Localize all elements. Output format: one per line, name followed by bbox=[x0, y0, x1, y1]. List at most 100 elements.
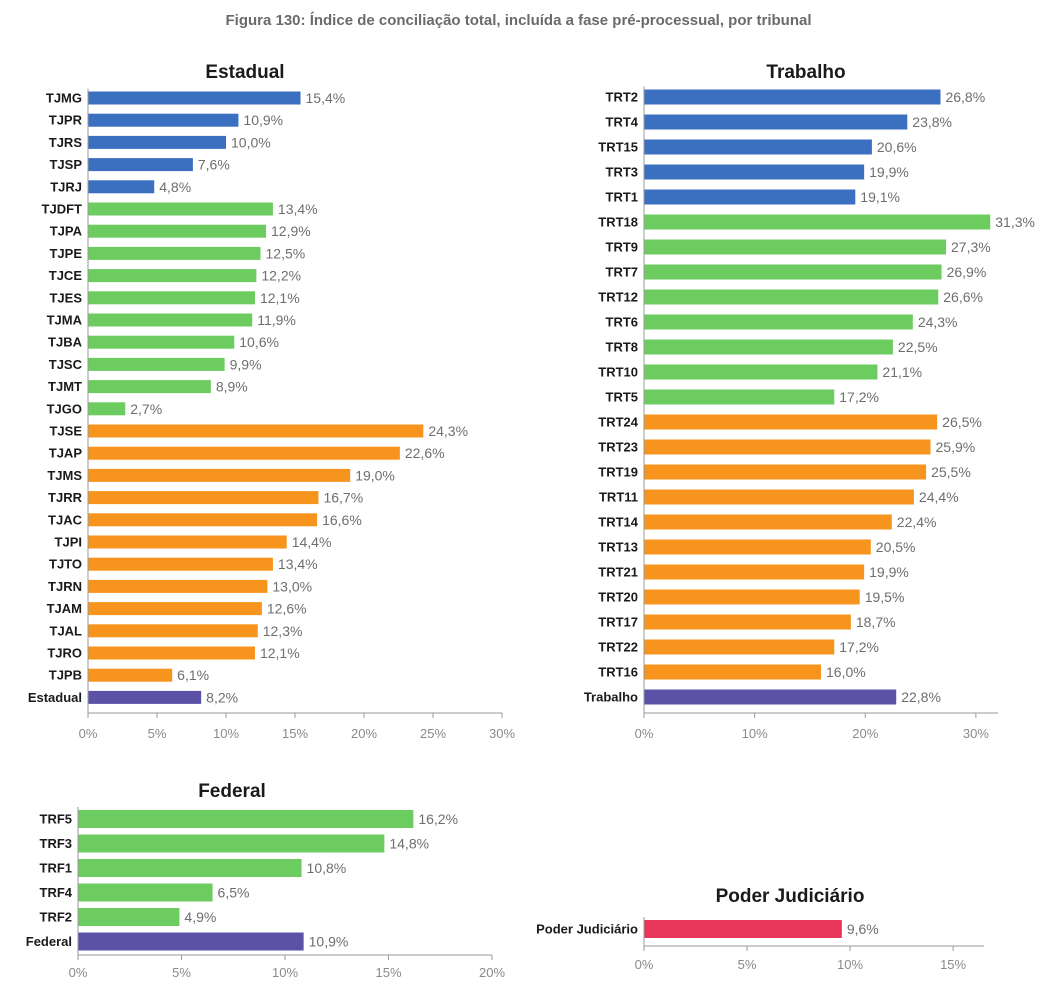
bar-tjal bbox=[88, 624, 258, 638]
category-label: TRF3 bbox=[40, 836, 73, 851]
category-label: TRT24 bbox=[598, 415, 639, 430]
category-label: TRT5 bbox=[606, 390, 639, 405]
category-label: TJSC bbox=[49, 357, 83, 372]
category-label: TJRO bbox=[47, 646, 82, 661]
category-label: TJRN bbox=[48, 579, 82, 594]
category-label: TJRS bbox=[49, 135, 83, 150]
bar-tjac bbox=[88, 513, 318, 527]
panel-title-federal: Federal bbox=[198, 781, 266, 802]
category-label: TRT15 bbox=[598, 140, 638, 155]
category-label: TJPI bbox=[55, 535, 82, 550]
x-tick-label: 20% bbox=[479, 965, 505, 980]
x-tick-label: 10% bbox=[272, 965, 298, 980]
value-label: 12,9% bbox=[271, 223, 311, 239]
bar-tjrj bbox=[88, 180, 155, 194]
panel-title-poder-judiciario: Poder Judiciário bbox=[716, 886, 865, 907]
x-tick-label: 30% bbox=[963, 726, 989, 741]
bar-trt17 bbox=[644, 614, 851, 630]
value-label: 24,4% bbox=[919, 489, 959, 505]
x-tick-label: 10% bbox=[213, 726, 239, 741]
x-tick-label: 20% bbox=[852, 726, 878, 741]
bar-trt5 bbox=[644, 389, 835, 405]
value-label: 17,2% bbox=[839, 389, 879, 405]
bar-tjrn bbox=[88, 579, 268, 593]
category-label: TJPB bbox=[49, 668, 82, 683]
bar-trt22 bbox=[644, 639, 835, 655]
bar-tjpe bbox=[88, 246, 261, 260]
category-label: TJSE bbox=[49, 424, 82, 439]
category-label: TRT9 bbox=[606, 240, 639, 255]
value-label: 10,9% bbox=[243, 112, 283, 128]
bar-trt15 bbox=[644, 139, 872, 155]
category-label: TRT20 bbox=[598, 590, 638, 605]
value-label: 22,4% bbox=[897, 514, 937, 530]
category-label: TJAC bbox=[48, 512, 83, 527]
category-label: TRT13 bbox=[598, 540, 638, 555]
bar-tjba bbox=[88, 335, 235, 349]
value-label: 16,2% bbox=[418, 811, 458, 827]
category-label: TRT17 bbox=[598, 615, 638, 630]
x-tick-label: 0% bbox=[79, 726, 98, 741]
category-label: Trabalho bbox=[584, 690, 638, 705]
category-label: TRT12 bbox=[598, 290, 638, 305]
bar-trf1 bbox=[78, 859, 302, 877]
value-label: 22,5% bbox=[898, 339, 938, 355]
value-label: 6,5% bbox=[218, 885, 250, 901]
value-label: 10,6% bbox=[239, 334, 279, 350]
category-label: TRT7 bbox=[606, 265, 639, 280]
category-label: TJAM bbox=[47, 601, 82, 616]
bar-trt23 bbox=[644, 439, 931, 455]
value-label: 21,1% bbox=[882, 364, 922, 380]
value-label: 15,4% bbox=[306, 90, 346, 106]
bar-tjpr bbox=[88, 113, 239, 127]
bar-trt20 bbox=[644, 589, 860, 605]
value-label: 9,9% bbox=[230, 356, 262, 372]
category-label: TJES bbox=[49, 290, 82, 305]
value-label: 25,5% bbox=[931, 464, 971, 480]
value-label: 20,5% bbox=[876, 539, 916, 555]
value-label: 14,4% bbox=[292, 534, 332, 550]
bar-trt12 bbox=[644, 289, 939, 305]
bar-tjmt bbox=[88, 380, 211, 394]
figure-title: Figura 130: Índice de conciliação total,… bbox=[225, 12, 812, 29]
value-label: 8,2% bbox=[206, 689, 238, 705]
bar-tjpi bbox=[88, 535, 287, 549]
category-label: TRT6 bbox=[606, 315, 639, 330]
category-label: TJAL bbox=[50, 623, 83, 638]
category-label: TRT22 bbox=[598, 640, 638, 655]
bar-tjsp bbox=[88, 158, 193, 172]
value-label: 22,6% bbox=[405, 445, 445, 461]
category-label: TRT14 bbox=[598, 515, 639, 530]
category-label: TRT4 bbox=[606, 115, 639, 130]
x-tick-label: 5% bbox=[172, 965, 191, 980]
bar-tjpa bbox=[88, 224, 267, 238]
bar-trt18 bbox=[644, 214, 991, 230]
value-label: 11,9% bbox=[257, 312, 296, 328]
category-label: TRT1 bbox=[606, 190, 639, 205]
value-label: 4,9% bbox=[184, 909, 216, 925]
x-tick-label: 0% bbox=[635, 957, 654, 972]
bar-tjmg bbox=[88, 91, 301, 105]
bar-trt19 bbox=[644, 464, 927, 480]
bar-tjms bbox=[88, 468, 351, 482]
category-label: Poder Judiciário bbox=[536, 922, 638, 937]
panel-title-trabalho: Trabalho bbox=[766, 62, 845, 83]
bar-tjrs bbox=[88, 135, 226, 149]
value-label: 19,9% bbox=[869, 564, 909, 580]
value-label: 26,9% bbox=[947, 264, 987, 280]
category-label: TJAP bbox=[49, 446, 83, 461]
bar-tjto bbox=[88, 557, 273, 571]
value-label: 8,9% bbox=[216, 379, 248, 395]
bar-tjpb bbox=[88, 668, 173, 682]
bar-trf3 bbox=[78, 834, 385, 853]
value-label: 12,1% bbox=[260, 645, 300, 661]
value-label: 19,5% bbox=[865, 589, 905, 605]
category-label: TRT18 bbox=[598, 215, 638, 230]
category-label: TJMG bbox=[46, 91, 82, 106]
value-label: 26,6% bbox=[943, 289, 983, 305]
category-label: TRT2 bbox=[606, 90, 639, 105]
x-tick-label: 30% bbox=[489, 726, 515, 741]
value-label: 19,0% bbox=[355, 467, 395, 483]
value-label: 12,3% bbox=[263, 623, 303, 639]
